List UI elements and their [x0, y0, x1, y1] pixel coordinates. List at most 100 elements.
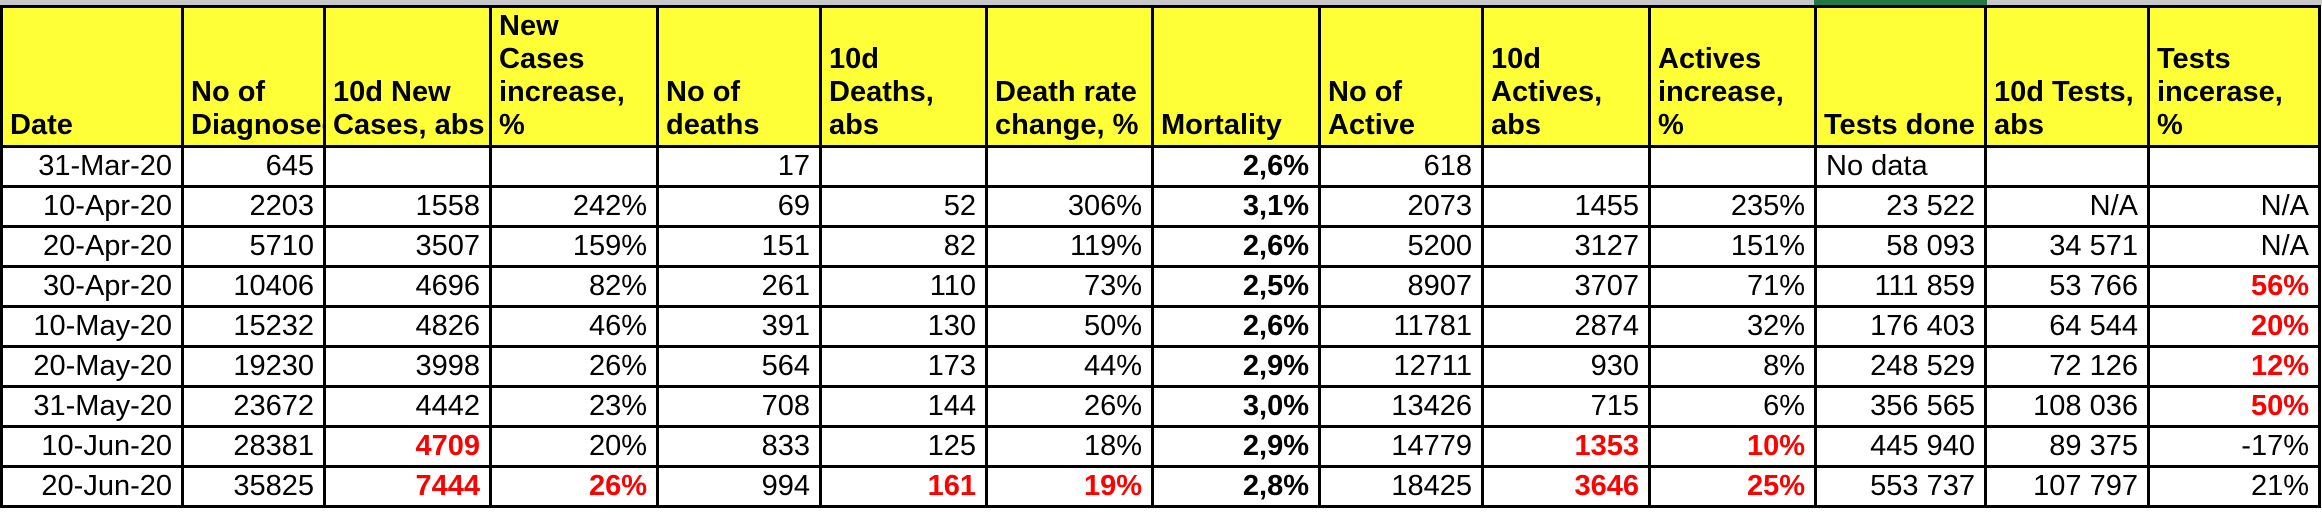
table-cell[interactable]: 17 — [656, 145, 822, 188]
table-cell[interactable]: No data — [1814, 145, 1987, 188]
table-cell[interactable]: 53 766 — [1984, 265, 2150, 308]
table-cell[interactable]: 110 — [819, 265, 988, 308]
table-cell[interactable]: 10-Apr-20 — [0, 185, 184, 228]
table-cell[interactable]: 2,9% — [1151, 345, 1321, 388]
table-cell[interactable]: 50% — [2147, 385, 2321, 428]
column-header[interactable]: Mortality — [1151, 5, 1321, 148]
table-cell[interactable]: 1558 — [323, 185, 492, 228]
table-cell[interactable]: 58 093 — [1814, 225, 1987, 268]
table-cell[interactable]: 1455 — [1481, 185, 1651, 228]
table-cell[interactable]: 173 — [819, 345, 988, 388]
table-cell[interactable]: 4826 — [323, 305, 492, 348]
table-cell[interactable]: 23 522 — [1814, 185, 1987, 228]
table-cell[interactable]: N/A — [2147, 225, 2321, 268]
column-header[interactable]: Date — [0, 5, 184, 148]
table-cell[interactable]: 13426 — [1318, 385, 1484, 428]
column-header[interactable]: Actives increase, % — [1648, 5, 1817, 148]
table-cell[interactable]: 20-Apr-20 — [0, 225, 184, 268]
table-cell[interactable]: 564 — [656, 345, 822, 388]
table-cell[interactable]: 64 544 — [1984, 305, 2150, 348]
table-cell[interactable]: 3998 — [323, 345, 492, 388]
table-cell[interactable]: 2874 — [1481, 305, 1651, 348]
table-cell[interactable]: 151 — [656, 225, 822, 268]
table-cell[interactable]: 3,0% — [1151, 385, 1321, 428]
table-cell[interactable] — [1984, 145, 2150, 188]
table-cell[interactable]: 8% — [1648, 345, 1817, 388]
table-cell[interactable]: 10-May-20 — [0, 305, 184, 348]
column-header[interactable]: 10d Deaths, abs — [819, 5, 988, 148]
table-cell[interactable] — [985, 145, 1154, 188]
table-cell[interactable]: 30-Apr-20 — [0, 265, 184, 308]
table-cell[interactable]: 618 — [1318, 145, 1484, 188]
table-cell[interactable]: 144 — [819, 385, 988, 428]
table-cell[interactable]: 20% — [489, 425, 659, 468]
table-cell[interactable]: 26% — [489, 345, 659, 388]
table-cell[interactable]: 2,5% — [1151, 265, 1321, 308]
table-cell[interactable]: 242% — [489, 185, 659, 228]
table-cell[interactable]: 2,6% — [1151, 145, 1321, 188]
table-cell[interactable] — [2147, 145, 2321, 188]
table-cell[interactable]: 356 565 — [1814, 385, 1987, 428]
table-cell[interactable]: 2203 — [181, 185, 326, 228]
table-cell[interactable]: 2,6% — [1151, 305, 1321, 348]
column-header[interactable]: No of Active — [1318, 5, 1484, 148]
table-cell[interactable]: 994 — [656, 465, 822, 508]
table-cell[interactable]: 10406 — [181, 265, 326, 308]
table-cell[interactable]: 4709 — [323, 425, 492, 468]
table-cell[interactable]: 73% — [985, 265, 1154, 308]
table-cell[interactable]: 125 — [819, 425, 988, 468]
table-cell[interactable]: 34 571 — [1984, 225, 2150, 268]
table-cell[interactable]: 28381 — [181, 425, 326, 468]
table-cell[interactable] — [819, 145, 988, 188]
table-cell[interactable]: 69 — [656, 185, 822, 228]
column-header[interactable]: No of deaths — [656, 5, 822, 148]
table-cell[interactable]: 2073 — [1318, 185, 1484, 228]
table-cell[interactable]: 553 737 — [1814, 465, 1987, 508]
table-cell[interactable]: 52 — [819, 185, 988, 228]
table-cell[interactable]: 2,6% — [1151, 225, 1321, 268]
table-cell[interactable]: 25% — [1648, 465, 1817, 508]
table-cell[interactable]: 32% — [1648, 305, 1817, 348]
table-cell[interactable]: 119% — [985, 225, 1154, 268]
table-cell[interactable]: 5200 — [1318, 225, 1484, 268]
column-header[interactable]: 10d New Cases, abs — [323, 5, 492, 148]
table-cell[interactable]: 11781 — [1318, 305, 1484, 348]
table-cell[interactable]: 31-May-20 — [0, 385, 184, 428]
table-cell[interactable]: 7444 — [323, 465, 492, 508]
column-header[interactable]: No of Diagnosed — [181, 5, 326, 148]
table-cell[interactable]: 20-May-20 — [0, 345, 184, 388]
table-cell[interactable]: 176 403 — [1814, 305, 1987, 348]
table-cell[interactable]: 19% — [985, 465, 1154, 508]
table-cell[interactable]: 46% — [489, 305, 659, 348]
table-cell[interactable]: 56% — [2147, 265, 2321, 308]
table-cell[interactable]: 108 036 — [1984, 385, 2150, 428]
table-cell[interactable]: 82 — [819, 225, 988, 268]
table-cell[interactable]: 645 — [181, 145, 326, 188]
table-cell[interactable] — [1648, 145, 1817, 188]
table-cell[interactable]: 111 859 — [1814, 265, 1987, 308]
table-cell[interactable]: 930 — [1481, 345, 1651, 388]
table-cell[interactable]: 391 — [656, 305, 822, 348]
table-cell[interactable]: N/A — [2147, 185, 2321, 228]
table-cell[interactable]: 10% — [1648, 425, 1817, 468]
table-cell[interactable]: 82% — [489, 265, 659, 308]
table-cell[interactable] — [1481, 145, 1651, 188]
table-cell[interactable]: 44% — [985, 345, 1154, 388]
table-cell[interactable]: 6% — [1648, 385, 1817, 428]
table-cell[interactable]: 71% — [1648, 265, 1817, 308]
table-cell[interactable]: 10-Jun-20 — [0, 425, 184, 468]
table-cell[interactable]: 151% — [1648, 225, 1817, 268]
table-cell[interactable]: 5710 — [181, 225, 326, 268]
column-header[interactable]: Death rate change, % — [985, 5, 1154, 148]
column-header[interactable]: Tests done — [1814, 5, 1987, 148]
table-cell[interactable]: 3507 — [323, 225, 492, 268]
table-cell[interactable]: 23672 — [181, 385, 326, 428]
table-cell[interactable]: 89 375 — [1984, 425, 2150, 468]
table-cell[interactable]: 14779 — [1318, 425, 1484, 468]
table-cell[interactable]: 35825 — [181, 465, 326, 508]
table-cell[interactable]: 248 529 — [1814, 345, 1987, 388]
table-cell[interactable]: 50% — [985, 305, 1154, 348]
table-cell[interactable]: 1353 — [1481, 425, 1651, 468]
column-header[interactable]: New Cases increase, % — [489, 5, 659, 148]
table-cell[interactable]: 3,1% — [1151, 185, 1321, 228]
